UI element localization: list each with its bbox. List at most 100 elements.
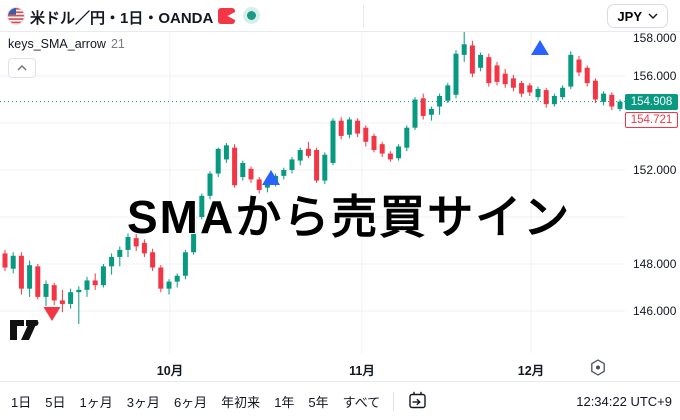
range-button-6[interactable]: 年初来 bbox=[220, 390, 261, 413]
currency-label: JPY bbox=[617, 8, 642, 24]
candle-body bbox=[100, 266, 106, 286]
candle-body bbox=[232, 147, 238, 186]
candle-body bbox=[109, 256, 115, 267]
candle-body bbox=[281, 170, 287, 176]
indicator-legend[interactable]: keys_SMA_arrow 21 bbox=[8, 37, 125, 51]
overlay-title: SMAから売買サイン bbox=[127, 191, 572, 243]
footer-divider bbox=[393, 391, 395, 411]
chart-pane[interactable] bbox=[0, 32, 625, 355]
range-button-4[interactable]: 3ヶ月 bbox=[126, 390, 161, 413]
indicator-price-badge: 154.721 bbox=[625, 111, 678, 128]
candle-body bbox=[601, 93, 607, 102]
candle-body bbox=[543, 90, 549, 105]
range-button-9[interactable]: すべて bbox=[342, 390, 382, 413]
price-axis-label: 148.000 bbox=[633, 257, 677, 271]
candle-body bbox=[191, 217, 197, 253]
symbol-title[interactable]: 米ドル／円・1日・OANDA bbox=[30, 10, 214, 27]
candle-body bbox=[305, 148, 311, 156]
candle-body bbox=[469, 45, 475, 74]
candle-body bbox=[92, 280, 98, 286]
candle-body bbox=[330, 120, 336, 163]
footer-toolbar: 1日 5日 1ヶ月 3ヶ月 6ヶ月 年初来 1年 5年 すべて 12:34:22 UTC+9 bbox=[0, 381, 680, 420]
candle-body bbox=[18, 255, 24, 289]
price-axis-label: 152.000 bbox=[633, 163, 677, 177]
candle-body bbox=[428, 108, 434, 115]
go-to-date-button[interactable] bbox=[406, 390, 428, 412]
candle-body bbox=[379, 144, 385, 154]
range-button-7[interactable]: 1年 bbox=[273, 390, 295, 413]
candle-body bbox=[248, 168, 254, 180]
candle-body bbox=[519, 83, 525, 94]
timezone-settings-button[interactable] bbox=[588, 358, 608, 378]
gear-icon bbox=[591, 359, 605, 376]
candle-body bbox=[371, 135, 377, 151]
price-axis-label: 146.000 bbox=[633, 304, 677, 318]
candle-body bbox=[461, 44, 467, 55]
candle-body bbox=[68, 292, 74, 304]
buy-signal-triangle-icon[interactable] bbox=[531, 40, 549, 55]
candle-body bbox=[256, 179, 262, 190]
candle-body bbox=[314, 150, 320, 181]
price-axis[interactable]: 158.000 156.000 152.000 148.000 146.000 154.9… bbox=[625, 31, 680, 355]
candle-body bbox=[240, 162, 246, 178]
clock[interactable]: 12:34:22 UTC+9 bbox=[576, 393, 672, 409]
candle-body bbox=[420, 98, 426, 116]
candle-body bbox=[59, 300, 65, 304]
price-axis-label: 156.000 bbox=[633, 69, 677, 83]
us-flag-icon bbox=[7, 7, 25, 30]
currency-select[interactable]: JPY bbox=[607, 4, 668, 28]
time-axis[interactable]: 10月 11月 12月 bbox=[0, 355, 680, 381]
candlesticks bbox=[2, 32, 623, 324]
tradingview-logo-icon bbox=[10, 320, 44, 348]
candle-body bbox=[527, 85, 533, 93]
range-button-1[interactable]: 1日 bbox=[10, 390, 32, 413]
chart-header: 米ドル／円・1日・OANDA JPY bbox=[0, 0, 680, 32]
range-button-3[interactable]: 1ヶ月 bbox=[78, 390, 113, 413]
candle-body bbox=[223, 145, 229, 160]
candle-body bbox=[199, 195, 205, 217]
candle-body bbox=[150, 252, 156, 268]
candle-body bbox=[76, 289, 82, 293]
header-divider bbox=[363, 5, 364, 27]
candle-body bbox=[445, 85, 451, 101]
buy-signal-triangle-icon[interactable] bbox=[262, 170, 280, 185]
market-status-dot-icon[interactable] bbox=[243, 7, 260, 24]
candle-body bbox=[182, 252, 188, 276]
candle-body bbox=[617, 101, 623, 109]
candle-body bbox=[453, 53, 459, 95]
candle-body bbox=[584, 67, 590, 84]
range-button-8[interactable]: 5年 bbox=[307, 390, 329, 413]
candle-body bbox=[535, 88, 541, 98]
candle-body bbox=[609, 94, 615, 107]
candle-body bbox=[576, 59, 582, 73]
candle-body bbox=[494, 65, 500, 82]
chevron-down-icon bbox=[648, 13, 658, 19]
candle-body bbox=[2, 253, 8, 268]
candle-body bbox=[297, 150, 303, 161]
time-axis-label: 10月 bbox=[156, 364, 184, 378]
candle-body bbox=[174, 275, 180, 282]
candle-body bbox=[141, 242, 147, 254]
current-price-badge: 154.908 bbox=[625, 93, 678, 110]
candle-body bbox=[35, 266, 41, 297]
candle-body bbox=[322, 154, 328, 181]
price-axis-label: 158.000 bbox=[633, 31, 677, 45]
candle-body bbox=[551, 95, 557, 105]
candle-body bbox=[502, 73, 508, 85]
red-flag-icon[interactable] bbox=[218, 8, 235, 24]
candle-body bbox=[592, 80, 598, 100]
chevron-up-icon bbox=[17, 65, 27, 71]
candle-body bbox=[207, 173, 213, 196]
time-axis-label: 11月 bbox=[349, 364, 375, 378]
candle-body bbox=[412, 99, 418, 128]
range-button-5[interactable]: 6ヶ月 bbox=[173, 390, 208, 413]
candle-body bbox=[166, 281, 172, 289]
candle-body bbox=[560, 87, 566, 98]
collapse-legend-button[interactable] bbox=[8, 58, 36, 78]
candle-body bbox=[396, 146, 402, 159]
sell-signal-triangle-icon[interactable] bbox=[43, 307, 61, 321]
candle-body bbox=[215, 148, 221, 174]
range-button-2[interactable]: 5日 bbox=[44, 390, 66, 413]
candle-body bbox=[478, 54, 484, 68]
